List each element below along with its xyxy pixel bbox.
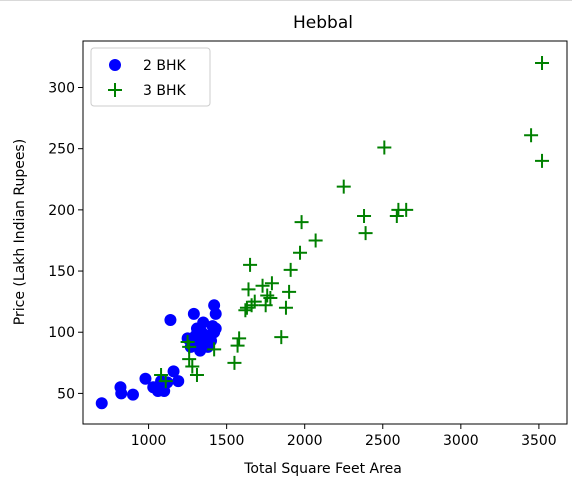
data-point — [182, 339, 197, 354]
data-point — [524, 128, 539, 143]
x-tick-label: 2500 — [365, 433, 401, 449]
x-axis: 1000 1500 2000 2500 3000 3500 — [131, 424, 557, 449]
data-point — [535, 56, 550, 71]
data-point — [243, 257, 258, 272]
x-tick-label: 1000 — [131, 433, 167, 449]
data-point — [227, 355, 242, 370]
data-point — [182, 352, 197, 367]
data-point — [139, 372, 152, 385]
legend-label-3bhk: 3 BHK — [143, 83, 186, 99]
data-point — [241, 282, 256, 297]
data-point — [158, 374, 173, 389]
data-point — [164, 313, 177, 326]
top-divider — [0, 0, 572, 1]
data-point — [535, 153, 550, 168]
data-point — [282, 284, 297, 299]
plot-area — [95, 56, 550, 410]
data-point — [172, 375, 185, 388]
data-point — [126, 388, 139, 401]
data-point — [294, 215, 309, 230]
data-point — [260, 288, 275, 303]
data-point — [187, 307, 200, 320]
data-point — [230, 338, 245, 353]
x-tick-label: 3500 — [521, 433, 557, 449]
chart-title: Hebbal — [293, 13, 353, 33]
data-point — [232, 331, 247, 346]
axes-frame — [82, 40, 568, 425]
data-point — [278, 300, 293, 315]
data-point — [263, 290, 278, 305]
y-axis: 50 100 150 200 250 300 — [48, 80, 83, 402]
y-tick-label: 200 — [48, 203, 75, 219]
y-axis-label: Price (Lakh Indian Rupees) — [12, 139, 28, 325]
y-tick-label: 300 — [48, 80, 75, 96]
x-axis-label: Total Square Feet Area — [243, 461, 402, 477]
data-point — [274, 330, 289, 345]
data-point — [161, 376, 174, 389]
data-point — [399, 202, 414, 217]
data-point — [205, 334, 218, 347]
data-point — [358, 226, 373, 241]
series-1 — [154, 56, 550, 389]
data-point — [167, 365, 180, 378]
data-point — [389, 208, 404, 223]
data-point — [357, 208, 372, 223]
data-point — [258, 298, 273, 313]
series-0 — [95, 299, 222, 410]
data-point — [308, 233, 323, 248]
data-point — [377, 140, 392, 155]
y-tick-label: 50 — [57, 386, 75, 402]
data-point — [336, 179, 351, 194]
data-point — [209, 322, 222, 335]
data-point — [209, 307, 222, 320]
y-tick-label: 150 — [48, 264, 75, 280]
legend-box — [90, 47, 211, 107]
legend-marker-3bhk — [108, 83, 122, 97]
legend-marker-2bhk — [109, 59, 121, 71]
data-point — [293, 245, 308, 260]
data-point — [283, 262, 298, 277]
data-point — [185, 359, 200, 374]
data-point — [207, 342, 222, 357]
data-point — [95, 397, 108, 410]
x-tick-label: 2000 — [287, 433, 323, 449]
x-tick-label: 1500 — [209, 433, 245, 449]
legend: 2 BHK 3 BHK — [90, 47, 211, 107]
data-point — [197, 316, 210, 329]
y-tick-label: 100 — [48, 325, 75, 341]
data-point — [264, 276, 279, 291]
data-point — [189, 368, 204, 383]
data-point — [247, 294, 262, 309]
data-point — [115, 387, 128, 400]
x-tick-label: 3000 — [443, 433, 479, 449]
legend-label-2bhk: 2 BHK — [143, 58, 186, 74]
y-tick-label: 250 — [48, 142, 75, 158]
data-point — [255, 278, 270, 293]
